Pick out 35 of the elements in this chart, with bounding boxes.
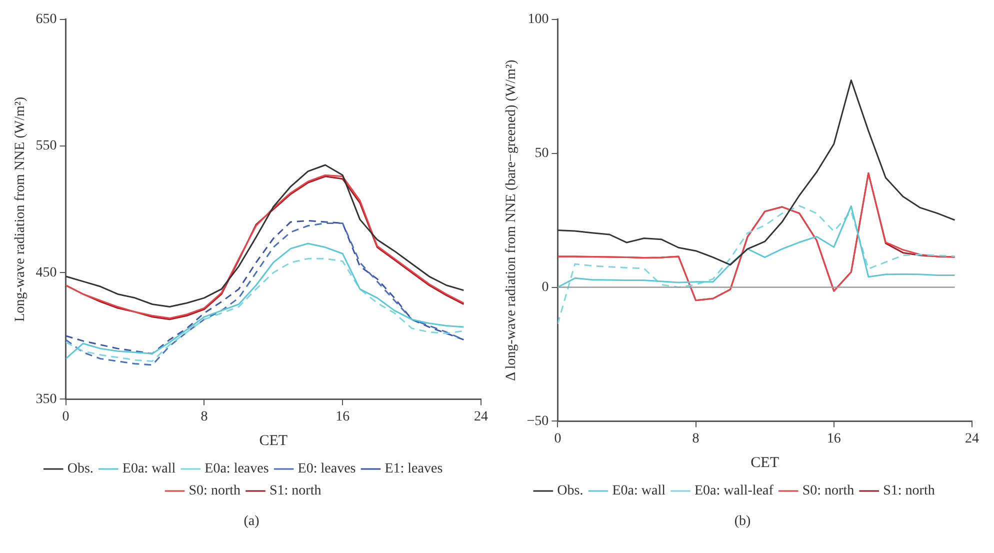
x-tick-label: 0 [62, 409, 70, 424]
legend-label: S0: north [188, 484, 241, 499]
legend-label: S1: north [270, 484, 322, 499]
y-axis-title: Long-wave radiation from NNE (W/m²) [13, 96, 28, 322]
x-axis-title: CET [259, 432, 288, 449]
line-series [558, 205, 956, 325]
y-tick-label: 550 [36, 138, 57, 154]
legend-label: E0a: wall [122, 462, 176, 477]
legend-label: S1: north [883, 484, 935, 499]
legend-label: S0: north [802, 484, 854, 499]
text: (a) [242, 514, 260, 530]
text: (b) [733, 514, 752, 530]
legend-label: Obs. [67, 462, 94, 477]
x-tick-label: 24 [965, 431, 979, 446]
x-tick-label: 16 [826, 431, 841, 446]
y-tick-label: 50 [534, 146, 549, 162]
y-tick-label: 450 [36, 265, 57, 280]
y-tick-label: 650 [36, 12, 57, 28]
x-tick-label: 16 [336, 409, 350, 424]
y-tick-label: 0 [542, 280, 549, 295]
legend-label: E0: leaves [298, 462, 356, 477]
x-axis-title: CET [750, 454, 780, 471]
x-tick-label: 8 [692, 431, 700, 446]
legend-label: E0a: wall-leaf [694, 484, 774, 499]
legend-label: E0a: wall [612, 484, 666, 499]
legend-label: E0a: leaves [204, 462, 269, 477]
y-tick-label: 100 [528, 12, 549, 28]
y-axis-title: Δ long-wave radiation from NNE (bare−greened) (W/m²) [504, 59, 520, 381]
y-tick-label: −50 [526, 414, 549, 429]
y-tick-label: 350 [36, 392, 57, 407]
legend-label: E1: leaves [384, 462, 443, 477]
x-tick-label: 0 [554, 431, 562, 446]
x-tick-label: 24 [474, 409, 488, 424]
x-tick-label: 8 [200, 409, 208, 424]
legend-label: Obs. [557, 484, 584, 499]
